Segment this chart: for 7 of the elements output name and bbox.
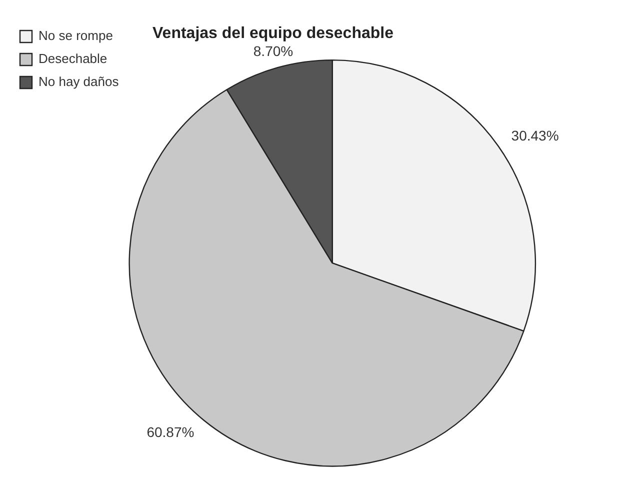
legend-label: No se rompe	[38, 28, 113, 44]
data-label: 30.43%	[511, 128, 559, 144]
data-label: 60.87%	[146, 424, 194, 440]
legend-label: No hay daños	[38, 74, 120, 90]
data-label: 8.70%	[253, 43, 294, 60]
legend-label: Desechable	[38, 51, 108, 66]
chart-title: Ventajas del equipo desechable	[152, 25, 394, 42]
